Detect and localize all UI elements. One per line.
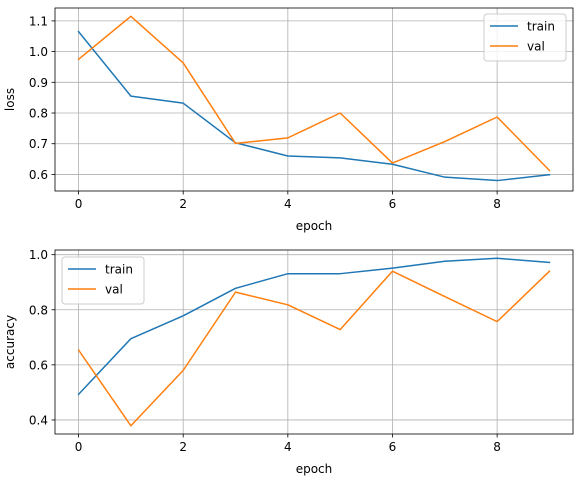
x-tick-label: 4 [284,440,292,454]
legend: train val [61,256,145,305]
axes-frame [54,7,574,192]
y-axis-label: loss [3,88,17,111]
x-tick-label: 8 [493,440,501,454]
y-tick-label: 1.0 [29,45,48,59]
legend: train val [483,13,567,62]
x-tick-label: 0 [75,440,83,454]
x-tick-label: 2 [179,197,187,211]
series-line-train [77,257,551,396]
legend-label-train: train [527,20,555,34]
x-tick-label: 2 [179,440,187,454]
y-tick-label: 0.8 [29,303,48,317]
x-tick-label: 8 [493,197,501,211]
x-axis-label: epoch [296,462,333,476]
legend-label-val: val [105,283,123,297]
y-tick-label: 0.8 [29,107,48,121]
legend-label-val: val [527,40,545,54]
loss-chart: 0 2 4 6 8 0.6 0.7 0.8 0.9 1.0 1.1 epoch loss train val [3,7,574,233]
series-line-val [77,15,551,172]
x-tick-label: 6 [389,197,397,211]
series-line-val [77,270,551,427]
x-axis-label: epoch [296,219,333,233]
y-tick-label: 0.9 [29,76,48,90]
accuracy-chart: 0 2 4 6 8 0.4 0.6 0.8 1.0 epoch accuracy train val [3,248,574,476]
legend-label-train: train [105,263,133,277]
axes-frame [54,249,574,435]
x-tick-label: 0 [75,197,83,211]
series-line-train [77,30,551,182]
y-tick-label: 0.7 [29,137,48,151]
y-tick-label: 1.1 [29,14,48,28]
x-tick-label: 6 [389,440,397,454]
y-tick-label: 0.6 [29,168,48,182]
y-axis-label: accuracy [3,315,17,369]
x-tick-label: 4 [284,197,292,211]
y-tick-label: 0.4 [29,413,48,427]
y-tick-label: 0.6 [29,358,48,372]
y-tick-label: 1.0 [29,248,48,262]
